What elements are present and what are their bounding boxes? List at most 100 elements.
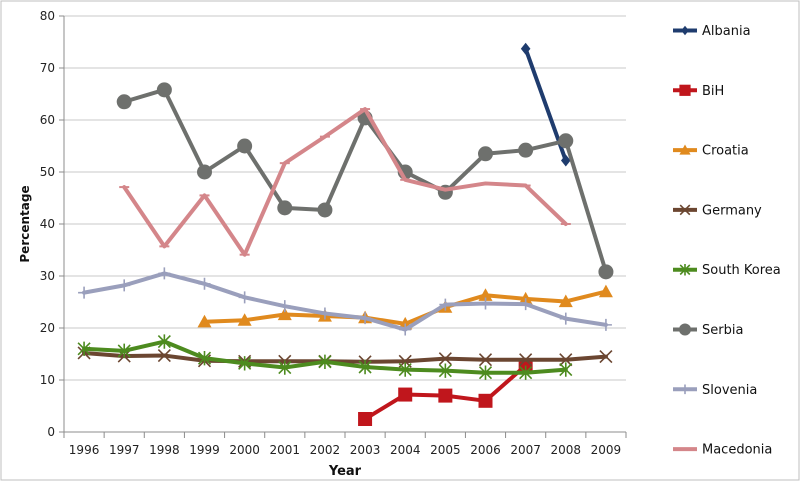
legend-marker-south-korea [679, 263, 691, 276]
y-tick-label: 40 [40, 217, 55, 231]
x-tick-label: 1997 [109, 443, 140, 457]
data-point-slovenia-2005 [439, 298, 452, 311]
data-point-bih-2006 [478, 393, 493, 408]
data-point-south-korea-2007 [519, 365, 533, 380]
y-tick-label: 60 [40, 113, 55, 127]
data-point-serbia-2002 [317, 202, 333, 218]
legend: Albania BiH Croatia Germany South Korea Serbi… [673, 24, 781, 458]
data-point-croatia-2006 [478, 288, 493, 301]
data-point-serbia-1997 [116, 94, 132, 110]
data-point-south-korea-1998 [157, 334, 171, 349]
data-point-south-korea-1999 [197, 350, 212, 366]
data-point-croatia-2001 [277, 307, 292, 321]
legend-label: Macedonia [702, 443, 772, 458]
series-line-macedonia [122, 107, 568, 257]
data-point-croatia-2000 [237, 313, 252, 326]
x-tick-label: 2003 [350, 443, 381, 457]
data-point-south-korea-2004 [398, 362, 412, 377]
x-tick-label: 2000 [229, 443, 260, 457]
legend-label: Serbia [702, 323, 743, 338]
data-point-slovenia-2004 [399, 323, 412, 336]
x-tick-label: 1998 [149, 443, 180, 457]
data-point-slovenia-1999 [198, 277, 211, 290]
data-point-south-korea-2005 [438, 363, 452, 378]
y-tick-label: 80 [40, 9, 55, 23]
data-point-serbia-2007 [518, 142, 534, 158]
legend-label: Germany [702, 203, 762, 218]
data-point-south-korea-2003 [358, 359, 372, 375]
data-point-slovenia-2009 [599, 318, 612, 331]
data-point-albania-2007 [520, 42, 531, 55]
legend-marker-germany [679, 204, 691, 216]
legend-marker-bih [679, 84, 691, 96]
gridlines [64, 15, 626, 381]
data-point-croatia-2009 [598, 284, 613, 298]
data-point-south-korea-2006 [478, 365, 493, 380]
data-point-slovenia-2000 [238, 291, 251, 304]
series-croatia [197, 284, 613, 330]
legend-label: South Korea [702, 263, 781, 278]
series-slovenia [78, 267, 612, 336]
x-tick-label: 2008 [551, 443, 582, 457]
data-point-germany-2006 [478, 353, 493, 367]
data-point-serbia-1999 [197, 164, 212, 180]
data-point-slovenia-2002 [318, 307, 331, 320]
legend-item-albania: Albania [673, 24, 751, 39]
legend-marker-serbia [679, 323, 691, 336]
series-layer [77, 42, 614, 426]
data-point-albania-2008 [560, 154, 571, 167]
axes: 0 10 20 30 40 50 60 70 80 1996 1997 1998 1999 2000 200… [18, 9, 627, 479]
x-tick-label: 2006 [470, 443, 501, 457]
legend-label: BiH [702, 84, 724, 99]
data-point-south-korea-2008 [559, 362, 573, 377]
y-tick-label: 20 [40, 321, 55, 335]
y-tick-label: 10 [40, 373, 55, 387]
y-axis-title: Percentage [18, 185, 32, 262]
data-point-serbia-2001 [277, 200, 293, 216]
x-tick-label: 1999 [189, 443, 220, 457]
legend-label: Albania [702, 24, 751, 39]
data-point-south-korea-2000 [238, 356, 252, 371]
x-tick-label: 2002 [310, 443, 341, 457]
legend-marker-croatia [679, 144, 691, 155]
y-tick-label: 0 [47, 425, 55, 439]
data-point-bih-2004 [398, 387, 413, 402]
data-point-bih-2003 [358, 412, 373, 426]
data-point-slovenia-2006 [479, 297, 492, 310]
data-point-germany-2009 [599, 350, 613, 364]
data-point-south-korea-2001 [278, 360, 292, 375]
series-line-germany [82, 350, 608, 364]
y-tick-label: 70 [40, 61, 55, 75]
data-point-slovenia-2003 [359, 312, 372, 325]
data-point-serbia-1998 [156, 82, 172, 98]
data-point-south-korea-1996 [77, 341, 91, 356]
data-point-germany-1998 [157, 348, 171, 363]
legend-item-slovenia: Slovenia [673, 383, 757, 398]
x-axis-title: Year [328, 464, 362, 479]
series-south-korea [77, 334, 573, 380]
data-point-slovenia-1997 [118, 279, 131, 292]
data-point-croatia-1999 [197, 314, 212, 328]
data-point-slovenia-1998 [158, 267, 171, 280]
x-tick-label: 2009 [591, 443, 622, 457]
data-point-south-korea-1997 [117, 343, 131, 359]
data-point-serbia-2000 [237, 138, 253, 154]
series-line-slovenia [82, 271, 608, 332]
series-serbia [116, 82, 614, 280]
legend-item-bih: BiH [673, 84, 724, 99]
data-point-slovenia-2007 [519, 298, 532, 311]
x-tick-label: 1996 [69, 443, 100, 457]
data-point-serbia-2008 [558, 133, 574, 149]
legend-label: Slovenia [702, 383, 757, 398]
data-point-slovenia-2001 [278, 300, 291, 313]
y-tick-label: 30 [40, 269, 55, 283]
legend-marker-albania [681, 25, 689, 36]
legend-item-macedonia: Macedonia [673, 443, 772, 458]
data-point-serbia-2006 [478, 146, 493, 162]
legend-marker-slovenia [680, 384, 690, 395]
x-tick-label: 2001 [270, 443, 301, 457]
